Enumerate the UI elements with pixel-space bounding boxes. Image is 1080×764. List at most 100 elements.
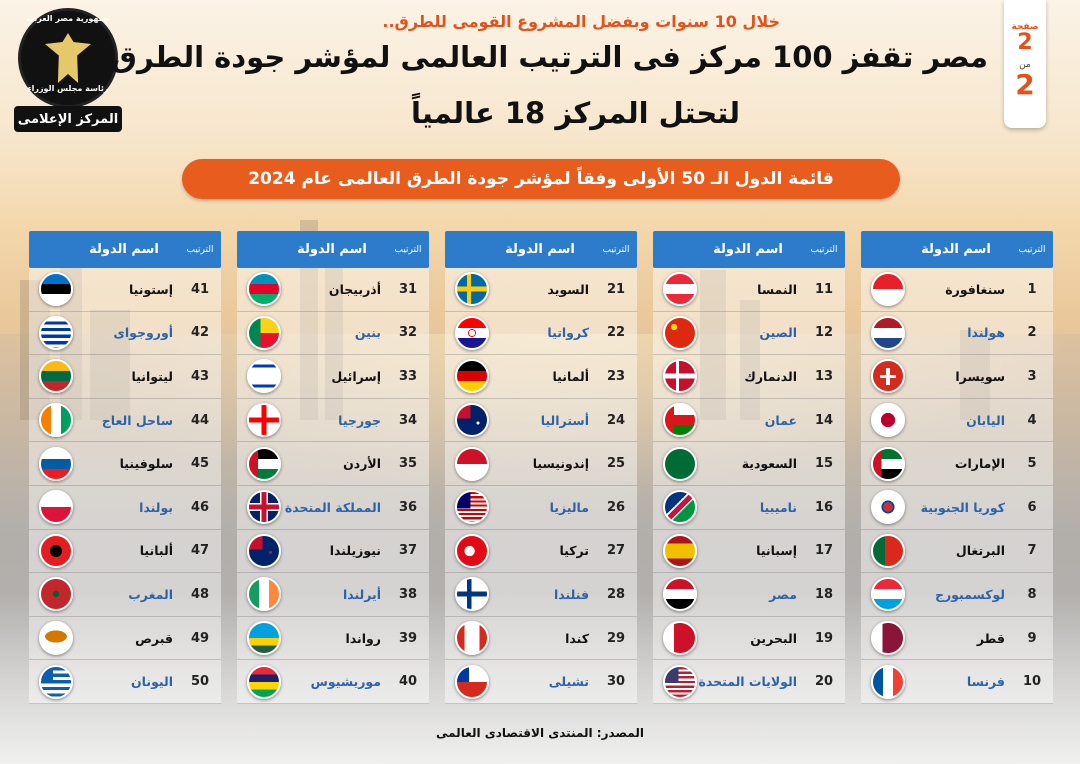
country-column-header: اسم الدولة: [921, 242, 991, 257]
rank-cell: 38: [398, 586, 418, 602]
rank-cell: 14: [814, 412, 834, 428]
sweden-flag-icon: [455, 272, 489, 307]
rank-column-header: الترتيب: [810, 244, 838, 255]
table-row: 2 هولندا: [861, 311, 1053, 356]
country-name: بنين: [354, 325, 381, 341]
table-row: 1 سنغافورة: [861, 268, 1053, 312]
usa-flag-icon: [663, 664, 697, 699]
rank-cell: 34: [398, 412, 418, 428]
table-row: 7 البرتغال: [861, 529, 1053, 574]
country-name: قبرص: [135, 630, 173, 646]
mauritius-flag-icon: [247, 664, 281, 699]
country-name: اليونان: [131, 674, 173, 690]
rank-cell: 9: [1027, 630, 1037, 646]
country-name: كوريا الجنوبية: [920, 499, 1005, 515]
country-name: سلوفينيا: [119, 456, 173, 472]
country-name: عمان: [764, 412, 797, 428]
rank-cell: 29: [606, 630, 626, 646]
rank-cell: 11: [814, 281, 834, 297]
table-row: 38 أيرلندا: [237, 573, 429, 617]
ireland-flag-icon: [247, 577, 281, 612]
benin-flag-icon: [247, 315, 281, 350]
emblem-bottom-text: رئاسة مجلس الوزراء: [27, 84, 109, 93]
table-row: 47 ألبانيا: [29, 529, 221, 574]
rank-cell: 45: [190, 456, 210, 472]
ivory-coast-flag-icon: [39, 403, 73, 438]
country-name: أوروجواى: [113, 325, 173, 341]
rank-cell: 32: [398, 325, 418, 341]
table-row: 3 سويسرا: [861, 355, 1053, 399]
rank-cell: 49: [190, 630, 210, 646]
rank-cell: 44: [190, 412, 210, 428]
turkey-flag-icon: [455, 533, 489, 568]
table-row: 40 موريشيوس: [237, 660, 429, 704]
table-row: 48 المغرب: [29, 573, 221, 617]
rank-cell: 18: [814, 586, 834, 602]
uae-flag-icon: [871, 446, 905, 481]
table-header: الترتيب اسم الدولة: [29, 231, 221, 268]
pre-title: خلال 10 سنوات وبفضل المشروع القومى للطرق…: [382, 12, 780, 31]
emblem-disc: [18, 8, 118, 108]
table-row: 37 نيوزيلندا: [237, 529, 429, 574]
country-name: أيرلندا: [342, 586, 381, 602]
country-name: السعودية: [741, 456, 797, 472]
table-row: 30 تشيلى: [445, 660, 637, 704]
table-row: 46 بولندا: [29, 485, 221, 530]
country-name: ليتوانيا: [131, 368, 173, 384]
south-korea-flag-icon: [871, 490, 905, 525]
rank-column-header: الترتيب: [1018, 244, 1046, 255]
table-row: 24 أستراليا: [445, 398, 637, 443]
austria-flag-icon: [663, 272, 697, 307]
rank-cell: 48: [190, 586, 210, 602]
rank-column-header: الترتيب: [602, 244, 630, 255]
table-row: 25 إندونيسيا: [445, 442, 637, 486]
ranking-table: الترتيب اسم الدولة 21 السويد 22 كرواتيا 23 ألما…: [445, 231, 637, 704]
table-row: 39 رواندا: [237, 616, 429, 661]
table-row: 31 أذربيجان: [237, 268, 429, 312]
ranking-table: الترتيب اسم الدولة 1 سنغافورة 2 هولندا 3 سويسرا…: [861, 231, 1053, 704]
rank-cell: 30: [606, 674, 626, 690]
rank-cell: 4: [1027, 412, 1037, 428]
table-row: 5 الإمارات: [861, 442, 1053, 486]
country-name: فنلندا: [554, 586, 589, 602]
rank-cell: 36: [398, 499, 418, 515]
country-column-header: اسم الدولة: [297, 242, 367, 257]
singapore-flag-icon: [871, 272, 905, 307]
france-flag-icon: [871, 664, 905, 699]
rank-column-header: الترتيب: [186, 244, 214, 255]
subtitle-banner: قائمة الدول الـ 50 الأولى وفقاً لمؤشر جو…: [182, 159, 900, 199]
background-skyline: [0, 200, 1080, 420]
country-name: النمسا: [757, 281, 797, 297]
malaysia-flag-icon: [455, 490, 489, 525]
rank-cell: 43: [190, 368, 210, 384]
table-header: الترتيب اسم الدولة: [237, 231, 429, 268]
table-row: 34 جورجيا: [237, 398, 429, 443]
spain-flag-icon: [663, 533, 697, 568]
table-row: 28 فنلندا: [445, 573, 637, 617]
croatia-flag-icon: [455, 315, 489, 350]
lithuania-flag-icon: [39, 359, 73, 394]
albania-flag-icon: [39, 533, 73, 568]
ranking-table: الترتيب اسم الدولة 31 أذربيجان 32 بنين 33 إسرائ…: [237, 231, 429, 704]
table-header: الترتيب اسم الدولة: [653, 231, 845, 268]
egypt-flag-icon: [663, 577, 697, 612]
new-zealand-flag-icon: [247, 533, 281, 568]
table-row: 50 اليونان: [29, 660, 221, 704]
emblem-top-text: جمهورية مصر العربية: [26, 14, 110, 23]
finland-flag-icon: [455, 577, 489, 612]
ranking-table: الترتيب اسم الدولة 11 النمسا 12 الصين 13 الدنما…: [653, 231, 845, 704]
ranking-table: الترتيب اسم الدولة 41 إستونيا 42 أوروجواى 43 لي…: [29, 231, 221, 704]
canada-flag-icon: [455, 621, 489, 656]
emblem-ribbon: المركز الإعلامى: [14, 106, 122, 132]
page-current: 2: [1017, 30, 1033, 55]
country-name: ألبانيا: [139, 543, 173, 559]
japan-flag-icon: [871, 403, 905, 438]
rank-cell: 16: [814, 499, 834, 515]
country-name: إندونيسيا: [532, 456, 589, 472]
table-row: 36 المملكة المتحدة: [237, 485, 429, 530]
table-row: 15 السعودية: [653, 442, 845, 486]
country-name: نيوزيلندا: [329, 543, 381, 559]
country-name: المغرب: [128, 586, 173, 602]
germany-flag-icon: [455, 359, 489, 394]
rank-cell: 27: [606, 543, 626, 559]
